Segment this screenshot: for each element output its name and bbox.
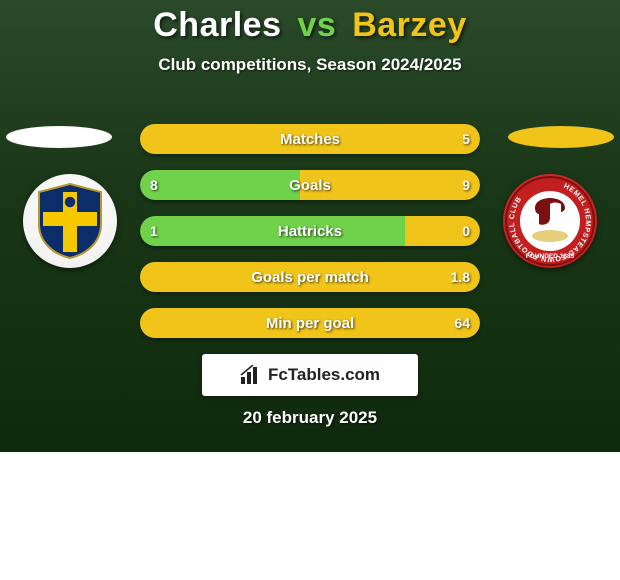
bar-chart-icon bbox=[240, 365, 262, 385]
stat-row: Goals89 bbox=[140, 170, 480, 200]
shield-crest-icon bbox=[35, 182, 105, 260]
bar-left-segment bbox=[140, 216, 405, 246]
player2-oval bbox=[508, 126, 614, 148]
player1-name: Charles bbox=[153, 6, 281, 44]
player1-club-crest bbox=[23, 174, 117, 268]
subtitle: Club competitions, Season 2024/2025 bbox=[0, 55, 620, 75]
bar-left-segment bbox=[140, 170, 300, 200]
player1-oval bbox=[6, 126, 112, 148]
watermark-text: FcTables.com bbox=[268, 365, 380, 385]
comparison-stage: Charles vs Barzey Club competitions, Sea… bbox=[0, 0, 620, 452]
watermark: FcTables.com bbox=[202, 354, 418, 396]
stats-bars: Matches5 Goals89 Hattricks10 Goals per matc… bbox=[140, 124, 480, 354]
player2-club-crest: HEMEL HEMPSTEAD TOWN FOOTBALL CLUB FOUND… bbox=[503, 174, 597, 268]
footer-date: 20 february 2025 bbox=[0, 408, 620, 428]
bar-right-segment bbox=[300, 170, 480, 200]
vs-label: vs bbox=[297, 6, 336, 44]
round-crest-icon: HEMEL HEMPSTEAD TOWN FOOTBALL CLUB FOUND… bbox=[503, 174, 597, 268]
bar-right-segment bbox=[140, 308, 480, 338]
page-title: Charles vs Barzey bbox=[0, 6, 620, 45]
stat-row: Min per goal64 bbox=[140, 308, 480, 338]
stat-row: Goals per match1.8 bbox=[140, 262, 480, 292]
bar-right-segment bbox=[405, 216, 480, 246]
bar-right-segment bbox=[140, 124, 480, 154]
bar-right-segment bbox=[140, 262, 480, 292]
player2-name: Barzey bbox=[352, 6, 467, 44]
svg-text:FOUNDED 1885: FOUNDED 1885 bbox=[526, 253, 575, 260]
stat-row: Hattricks10 bbox=[140, 216, 480, 246]
stat-row: Matches5 bbox=[140, 124, 480, 154]
